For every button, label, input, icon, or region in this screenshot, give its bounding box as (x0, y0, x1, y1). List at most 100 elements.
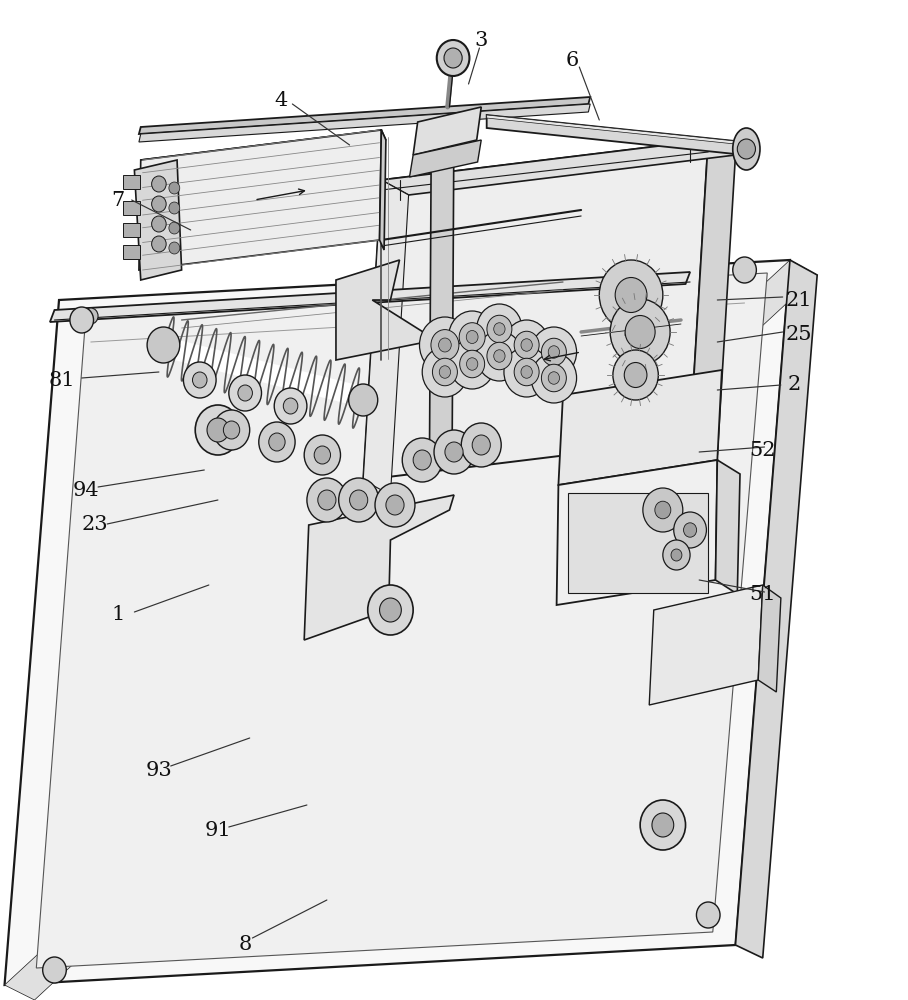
Text: 51: 51 (749, 585, 776, 604)
Circle shape (437, 40, 469, 76)
Polygon shape (36, 273, 767, 968)
Circle shape (422, 347, 468, 397)
Circle shape (213, 410, 250, 450)
Polygon shape (304, 495, 454, 640)
Polygon shape (758, 585, 781, 692)
Circle shape (514, 358, 539, 386)
Polygon shape (134, 160, 182, 280)
Circle shape (548, 372, 559, 384)
Circle shape (368, 585, 413, 635)
Circle shape (169, 182, 180, 194)
Circle shape (548, 346, 559, 358)
Text: 7: 7 (112, 190, 124, 210)
Polygon shape (487, 115, 745, 145)
Circle shape (521, 366, 532, 378)
Circle shape (274, 388, 307, 424)
Polygon shape (139, 130, 381, 270)
Circle shape (402, 438, 442, 482)
Circle shape (541, 338, 567, 366)
Circle shape (445, 442, 463, 462)
Circle shape (169, 242, 180, 254)
Circle shape (147, 327, 180, 363)
Polygon shape (363, 180, 409, 495)
Circle shape (467, 330, 479, 344)
Text: 3: 3 (475, 30, 488, 49)
Text: 81: 81 (48, 370, 75, 389)
Circle shape (610, 299, 670, 365)
Circle shape (439, 338, 451, 352)
Polygon shape (154, 335, 377, 410)
Polygon shape (139, 104, 590, 142)
Circle shape (419, 317, 470, 373)
Circle shape (192, 372, 207, 388)
Circle shape (152, 236, 166, 252)
Circle shape (304, 435, 340, 475)
Circle shape (599, 260, 663, 330)
Text: 94: 94 (73, 481, 100, 499)
Circle shape (386, 495, 404, 515)
Circle shape (413, 450, 431, 470)
Circle shape (487, 342, 512, 370)
Text: 8: 8 (239, 936, 252, 954)
Circle shape (477, 304, 522, 354)
Circle shape (283, 398, 298, 414)
Circle shape (375, 483, 415, 527)
Circle shape (439, 366, 450, 378)
Circle shape (223, 421, 240, 439)
Text: 25: 25 (785, 326, 813, 344)
Circle shape (531, 327, 577, 377)
Circle shape (477, 331, 522, 381)
Polygon shape (413, 107, 481, 155)
Circle shape (541, 364, 567, 392)
Circle shape (449, 311, 496, 363)
Circle shape (737, 139, 755, 159)
Circle shape (521, 339, 532, 351)
Circle shape (655, 501, 671, 519)
Circle shape (494, 350, 505, 362)
Circle shape (152, 176, 166, 192)
Circle shape (152, 216, 166, 232)
Circle shape (624, 362, 646, 387)
Circle shape (70, 307, 94, 333)
Polygon shape (363, 140, 708, 480)
Circle shape (514, 331, 539, 359)
Circle shape (504, 320, 549, 370)
Polygon shape (336, 260, 436, 360)
Circle shape (531, 353, 577, 403)
Polygon shape (5, 260, 817, 1000)
Polygon shape (381, 140, 735, 195)
Circle shape (349, 384, 378, 416)
Circle shape (459, 350, 485, 378)
Polygon shape (649, 585, 763, 705)
Polygon shape (141, 130, 386, 170)
Polygon shape (558, 370, 722, 485)
Polygon shape (50, 272, 690, 322)
Text: 91: 91 (204, 820, 232, 840)
Polygon shape (5, 260, 790, 985)
Bar (123, 223, 140, 237)
Circle shape (461, 423, 501, 467)
Circle shape (684, 523, 696, 537)
Circle shape (616, 277, 646, 312)
Circle shape (733, 257, 756, 283)
Text: 21: 21 (785, 290, 813, 310)
Circle shape (380, 598, 401, 622)
Circle shape (307, 478, 347, 522)
Circle shape (432, 358, 458, 386)
Circle shape (671, 549, 682, 561)
Circle shape (207, 418, 229, 442)
Circle shape (43, 957, 66, 983)
Text: 6: 6 (566, 50, 578, 70)
Circle shape (259, 422, 295, 462)
Text: 93: 93 (145, 760, 173, 780)
Bar (123, 175, 140, 189)
Circle shape (169, 222, 180, 234)
Circle shape (504, 347, 549, 397)
Polygon shape (735, 260, 817, 958)
Circle shape (339, 478, 379, 522)
Circle shape (431, 330, 459, 360)
Circle shape (238, 385, 252, 401)
Polygon shape (410, 140, 481, 177)
Circle shape (449, 339, 495, 389)
Circle shape (229, 375, 262, 411)
